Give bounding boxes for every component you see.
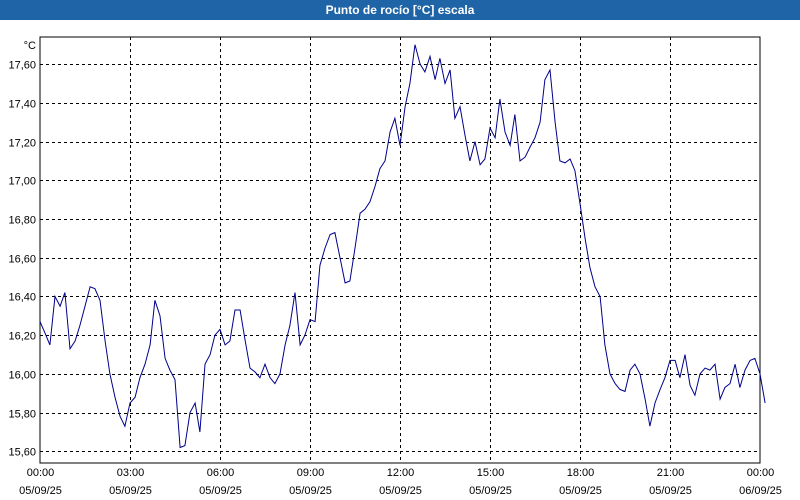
x-tick-time-label: 06:00 [207, 467, 235, 479]
x-tick-date-label: 05/09/25 [469, 485, 512, 497]
x-tick-time-label: 03:00 [117, 467, 145, 479]
y-tick-label: 17,00 [8, 176, 36, 188]
y-tick-label: 16,80 [8, 215, 36, 227]
y-tick-label: 15,80 [8, 409, 36, 421]
dew-point-chart: 15,60 15,80 16,00 16,20 16,40 16,60 16,80 17,00… [8, 36, 782, 497]
y-tick-label: 16,20 [8, 331, 36, 343]
y-tick-label: 16,60 [8, 254, 36, 266]
y-tick-label: 17,20 [8, 138, 36, 150]
x-tick-date-label: 05/09/25 [109, 485, 152, 497]
y-tick-label: 17,40 [8, 99, 36, 111]
x-tick-date-label: 05/09/25 [559, 485, 602, 497]
x-tick-time-label: 15:00 [477, 467, 505, 479]
y-tick-label: 16,00 [8, 370, 36, 382]
x-tick-time-label: 00:00 [747, 467, 775, 479]
x-tick-date-label: 05/09/25 [379, 485, 422, 497]
x-tick-date-label: 05/09/25 [19, 485, 62, 497]
x-tick-time-label: 12:00 [387, 467, 415, 479]
y-axis-unit-label: °C [24, 40, 36, 52]
x-tick-time-label: 18:00 [567, 467, 595, 479]
x-tick-date-label: 05/09/25 [289, 485, 332, 497]
chart-title: Punto de rocío [°C] escala [325, 3, 475, 17]
x-tick-date-label: 05/09/25 [199, 485, 242, 497]
x-tick-time-label: 21:00 [657, 467, 685, 479]
y-tick-label: 17,60 [8, 60, 36, 72]
x-tick-time-label: 09:00 [297, 467, 325, 479]
y-tick-label: 16,40 [8, 292, 36, 304]
x-tick-time-label: 00:00 [27, 467, 55, 479]
y-tick-label: 15,60 [8, 447, 36, 459]
chart-title-bar: Punto de rocío [°C] escala [0, 0, 800, 20]
x-tick-date-label: 05/09/25 [649, 485, 692, 497]
dew-point-series-line [39, 44, 766, 449]
x-tick-date-label: 06/09/25 [739, 485, 782, 497]
